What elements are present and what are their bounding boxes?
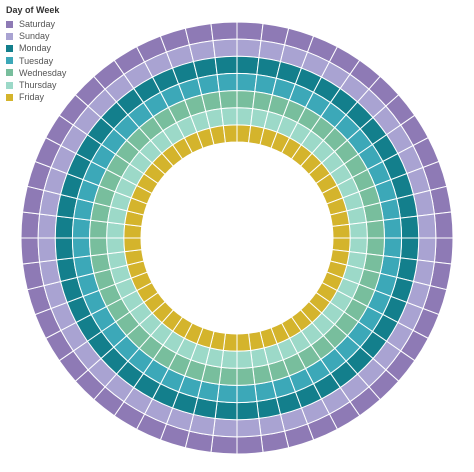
legend-swatch-wednesday — [6, 69, 13, 77]
cell-thursday[interactable] — [348, 221, 368, 239]
legend-label: Saturday — [19, 19, 56, 30]
cell-tuesday[interactable] — [382, 237, 403, 259]
cell-tuesday[interactable] — [71, 237, 92, 259]
cell-saturday[interactable] — [20, 211, 41, 239]
cell-thursday[interactable] — [236, 107, 254, 127]
cell-thursday[interactable] — [348, 237, 368, 255]
legend-swatch-sunday — [6, 32, 13, 40]
cell-sunday[interactable] — [416, 237, 437, 263]
cell-monday[interactable] — [399, 215, 420, 239]
cell-sunday[interactable] — [236, 417, 262, 438]
cell-monday[interactable] — [236, 55, 260, 76]
cell-friday[interactable] — [123, 237, 143, 253]
cell-monday[interactable] — [54, 237, 75, 261]
cell-thursday[interactable] — [220, 107, 238, 127]
ring-saturday — [20, 21, 454, 455]
legend-item-monday[interactable]: Monday — [6, 42, 66, 54]
legend-title: Day of Week — [6, 5, 60, 15]
cell-sunday[interactable] — [37, 237, 58, 263]
legend-label: Friday — [19, 92, 45, 103]
ring-thursday — [106, 107, 368, 369]
cell-wednesday[interactable] — [365, 237, 385, 257]
legend-label: Tuesday — [19, 55, 54, 66]
cell-wednesday[interactable] — [252, 363, 273, 385]
cell-wednesday[interactable] — [90, 253, 112, 274]
cell-wednesday[interactable] — [218, 366, 238, 386]
cell-wednesday[interactable] — [89, 219, 109, 239]
cell-saturday[interactable] — [433, 237, 454, 265]
legend-item-tuesday[interactable]: Tuesday — [6, 55, 66, 67]
legend-swatch-saturday — [6, 20, 13, 28]
cell-monday[interactable] — [399, 237, 420, 261]
legend: Day of Week Saturday Sunday Monday Tuesd… — [6, 5, 66, 103]
legend-swatch-thursday — [6, 81, 13, 89]
cell-friday[interactable] — [331, 223, 351, 239]
cell-sunday[interactable] — [212, 417, 238, 438]
cell-sunday[interactable] — [236, 38, 262, 59]
legend-label: Wednesday — [19, 67, 67, 78]
ring-friday — [123, 124, 351, 352]
cell-wednesday[interactable] — [362, 202, 384, 223]
legend-item-thursday[interactable]: Thursday — [6, 79, 66, 91]
cell-tuesday[interactable] — [216, 383, 238, 404]
cell-wednesday[interactable] — [89, 237, 109, 257]
cell-saturday[interactable] — [20, 237, 41, 265]
cell-monday[interactable] — [54, 215, 75, 239]
cell-friday[interactable] — [236, 332, 252, 352]
cell-tuesday[interactable] — [382, 217, 403, 239]
cell-tuesday[interactable] — [236, 383, 258, 404]
cell-sunday[interactable] — [212, 38, 238, 59]
cell-saturday[interactable] — [236, 434, 264, 455]
legend-item-friday[interactable]: Friday — [6, 91, 66, 103]
cell-thursday[interactable] — [236, 349, 254, 369]
cell-saturday[interactable] — [210, 21, 238, 42]
cell-thursday[interactable] — [106, 221, 126, 239]
cell-wednesday[interactable] — [236, 366, 256, 386]
cell-tuesday[interactable] — [216, 72, 238, 93]
legend-label: Monday — [19, 43, 52, 54]
legend-swatch-monday — [6, 44, 13, 52]
cell-tuesday[interactable] — [236, 72, 258, 93]
cell-monday[interactable] — [236, 400, 260, 421]
cell-saturday[interactable] — [210, 434, 238, 455]
cell-sunday[interactable] — [416, 213, 437, 239]
cell-tuesday[interactable] — [71, 217, 92, 239]
cell-wednesday[interactable] — [201, 91, 222, 113]
cell-wednesday[interactable] — [365, 219, 385, 239]
legend-item-saturday[interactable]: Saturday — [6, 18, 66, 30]
cell-monday[interactable] — [214, 400, 238, 421]
cell-thursday[interactable] — [220, 349, 238, 369]
cell-saturday[interactable] — [433, 211, 454, 239]
legend-label: Sunday — [19, 31, 50, 42]
legend-swatch-friday — [6, 93, 13, 101]
legend-swatch-tuesday — [6, 57, 13, 65]
cell-monday[interactable] — [214, 55, 238, 76]
cell-wednesday[interactable] — [236, 90, 256, 110]
cell-saturday[interactable] — [236, 21, 264, 42]
legend-item-wednesday[interactable]: Wednesday — [6, 67, 66, 79]
cell-wednesday[interactable] — [218, 90, 238, 110]
cell-friday[interactable] — [222, 124, 238, 144]
cell-thursday[interactable] — [106, 237, 126, 255]
cell-sunday[interactable] — [37, 213, 58, 239]
legend-item-sunday[interactable]: Sunday — [6, 30, 66, 42]
legend-label: Thursday — [19, 80, 57, 91]
